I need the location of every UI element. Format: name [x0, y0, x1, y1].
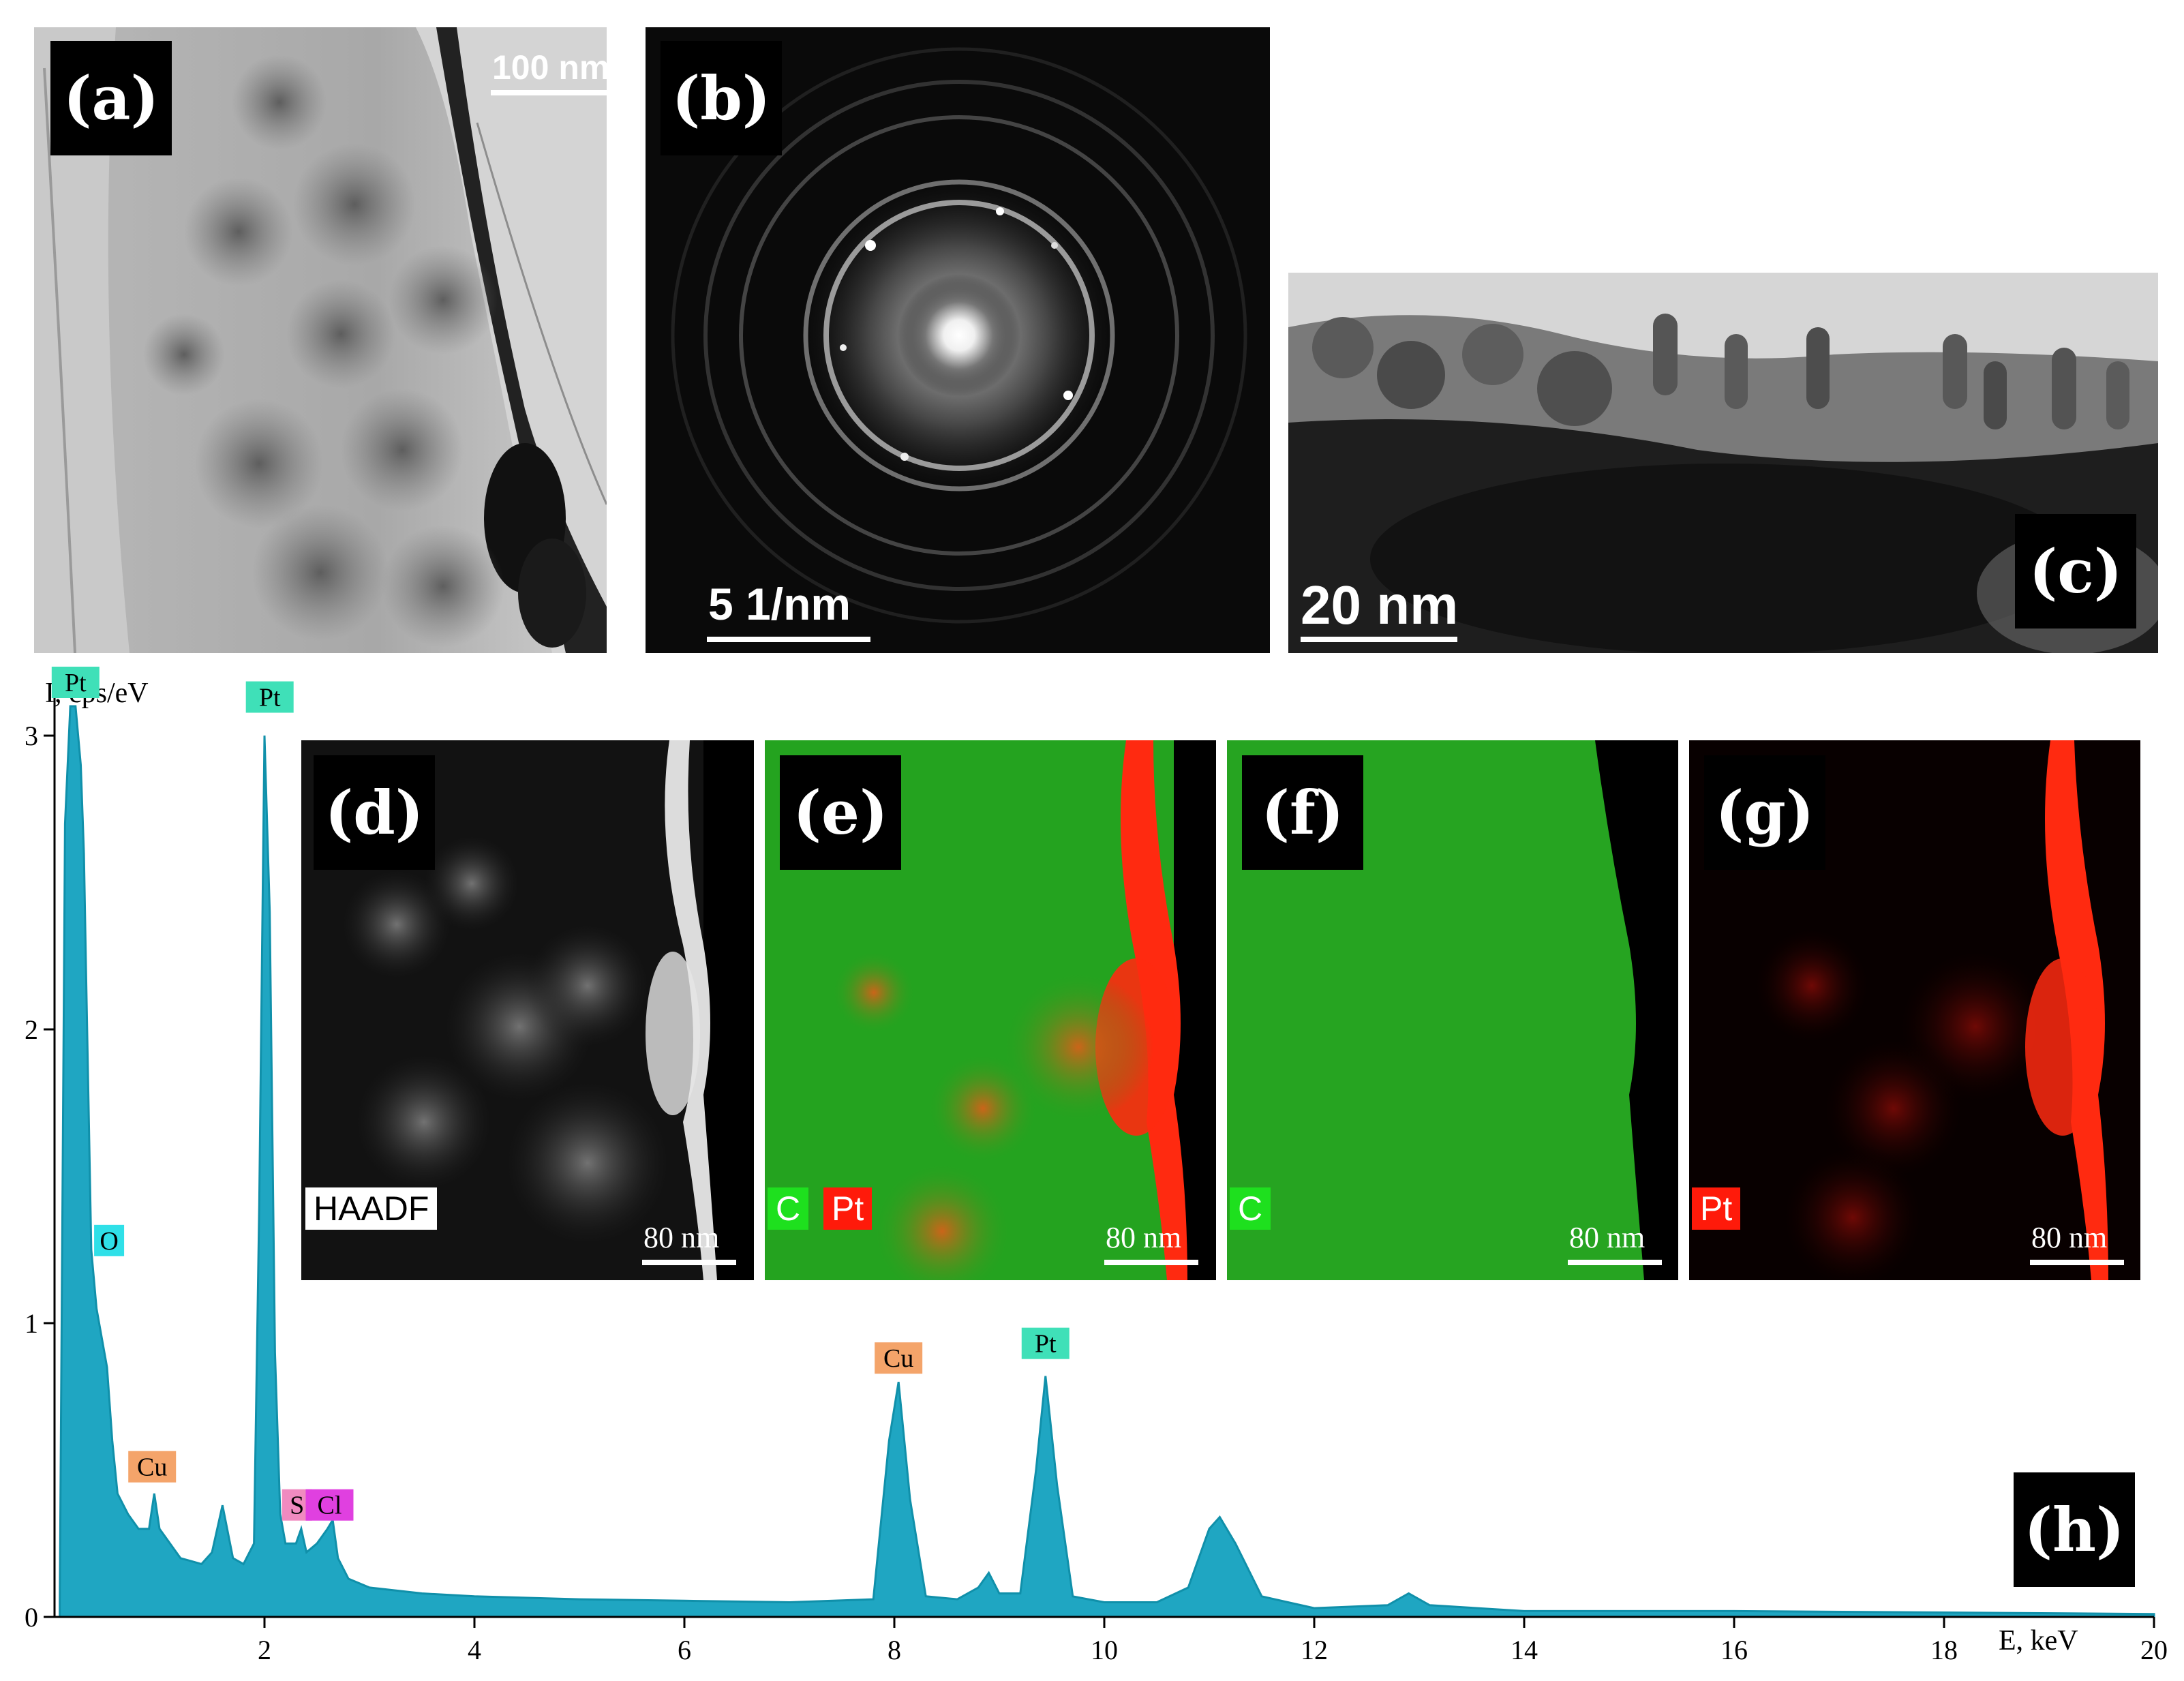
peak-tag-cu: Cu: [128, 1451, 177, 1483]
scale-bar-e: [1104, 1260, 1198, 1265]
scale-label-c: 20 nm: [1301, 575, 1459, 635]
scale-label-d: 80 nm: [643, 1221, 720, 1254]
haadf-tag: HAADF: [305, 1187, 438, 1230]
carbon-tag: C: [768, 1187, 809, 1230]
panel-b-diffraction-pattern: (b) 5 1/nm: [646, 27, 1270, 653]
x-tick-label: 18: [1930, 1635, 1958, 1665]
panel-d-haadf-image: HAADF 80 nm (d): [301, 740, 754, 1280]
scale-label-e: 80 nm: [1106, 1221, 1182, 1254]
panel-c-tem-image: (c) 20 nm: [1288, 273, 2158, 653]
y-tick-label: 1: [25, 1308, 38, 1339]
x-tick-label: 10: [1091, 1635, 1118, 1665]
svg-text:Pt: Pt: [65, 669, 87, 697]
scale-bar-d: [642, 1260, 736, 1265]
svg-text:Cu: Cu: [137, 1453, 167, 1482]
y-tick-label: 0: [25, 1602, 38, 1633]
panel-label-h: (h): [2014, 1472, 2135, 1587]
x-tick-label: 14: [1511, 1635, 1538, 1665]
panel-a-tem-image: (a) 100 nm: [34, 27, 607, 653]
x-tick-label: 16: [1720, 1635, 1748, 1665]
peak-annotations: Pt Pt O Cu S Cl Cu Pt: [51, 667, 1070, 1521]
panel-label-c: (c): [2015, 514, 2136, 629]
peak-tag-pt: Pt: [51, 667, 100, 698]
platinum-tag-g: Pt: [1692, 1187, 1741, 1230]
scale-label-g: 80 nm: [2031, 1221, 2108, 1254]
y-tick-label: 2: [25, 1014, 38, 1045]
svg-text:Cu: Cu: [883, 1344, 913, 1373]
scale-label-f: 80 nm: [1569, 1221, 1645, 1254]
scale-label-a: 100 nm: [492, 48, 607, 87]
panel-label-d: (d): [314, 755, 435, 870]
x-axis-title: E, keV: [1999, 1625, 2078, 1656]
peak-tag-o: O: [94, 1224, 125, 1256]
x-tick-label: 12: [1301, 1635, 1328, 1665]
scale-bar-c: [1301, 637, 1457, 642]
diffraction-pattern: [671, 47, 1247, 624]
x-tick-label: 4: [468, 1635, 481, 1665]
x-tick-label: 20: [2140, 1635, 2168, 1665]
x-tick-label: 6: [678, 1635, 691, 1665]
platinum-tag: Pt: [823, 1187, 873, 1230]
x-tick-label: 2: [258, 1635, 271, 1665]
platinum-map: [1689, 740, 2140, 1280]
svg-text:Pt: Pt: [259, 684, 281, 712]
svg-text:Cl: Cl: [318, 1491, 342, 1520]
panel-f-carbon-map: C 80 nm (f): [1227, 740, 1678, 1280]
panel-label-a: (a): [50, 41, 172, 155]
panel-label-f: (f): [1242, 755, 1363, 870]
x-tick-label: 8: [888, 1635, 901, 1665]
panel-label-b: (b): [661, 41, 782, 155]
panel-e-c-pt-map: C Pt 80 nm (e): [765, 740, 1216, 1280]
scale-bar-g: [2030, 1260, 2124, 1265]
c-pt-overlay-map: [765, 740, 1216, 1280]
peak-tag-cu: Cu: [875, 1342, 923, 1374]
peak-tag-cl: Cl: [305, 1489, 354, 1521]
peak-tag-pt: Pt: [245, 681, 294, 713]
peak-tag-pt: Pt: [1021, 1327, 1070, 1359]
carbon-tag-f: C: [1230, 1187, 1271, 1230]
panel-label-g: (g): [1704, 755, 1825, 870]
svg-text:O: O: [100, 1227, 118, 1256]
scale-label-b: 5 1/nm: [708, 579, 851, 629]
scale-bar-b: [707, 637, 870, 642]
y-tick-label: 3: [25, 721, 38, 751]
scale-bar-f: [1568, 1260, 1662, 1265]
svg-text:Pt: Pt: [1035, 1330, 1057, 1359]
panel-label-e: (e): [780, 755, 901, 870]
scale-bar-a: [491, 90, 607, 95]
panel-g-platinum-map: Pt 80 nm (g): [1689, 740, 2140, 1280]
svg-text:S: S: [290, 1491, 304, 1520]
